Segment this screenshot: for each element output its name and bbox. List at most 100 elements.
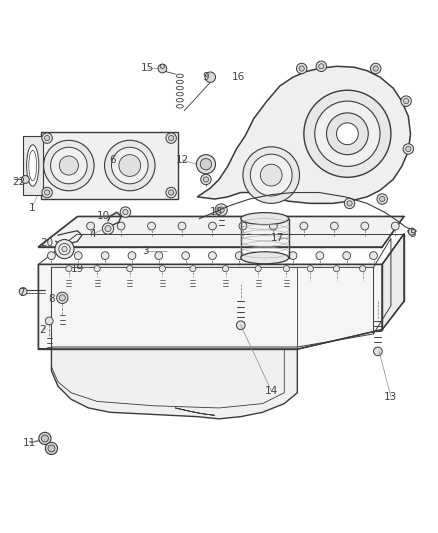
Circle shape (166, 133, 177, 143)
Circle shape (251, 154, 292, 196)
Circle shape (315, 101, 380, 166)
Circle shape (374, 347, 382, 356)
Circle shape (62, 246, 67, 252)
Circle shape (316, 61, 326, 71)
Circle shape (243, 147, 300, 204)
Circle shape (373, 66, 378, 71)
Circle shape (208, 252, 216, 260)
Circle shape (169, 135, 174, 141)
Text: 9: 9 (203, 72, 209, 82)
Circle shape (42, 435, 48, 442)
Circle shape (401, 96, 411, 107)
Circle shape (87, 222, 95, 230)
Circle shape (159, 265, 166, 272)
Text: 18: 18 (210, 207, 223, 217)
Circle shape (260, 164, 282, 186)
Circle shape (55, 239, 74, 259)
Circle shape (117, 222, 125, 230)
Circle shape (127, 265, 133, 272)
Circle shape (74, 252, 82, 260)
Circle shape (408, 228, 415, 235)
Circle shape (347, 201, 352, 206)
Circle shape (300, 222, 308, 230)
Text: 15: 15 (141, 63, 154, 74)
Ellipse shape (29, 150, 37, 181)
Circle shape (205, 72, 215, 83)
Text: 7: 7 (18, 288, 24, 297)
Circle shape (166, 187, 177, 198)
Text: 5: 5 (410, 229, 416, 239)
Circle shape (370, 252, 378, 260)
Circle shape (262, 252, 270, 260)
Circle shape (344, 198, 355, 208)
Circle shape (59, 244, 70, 255)
Circle shape (59, 295, 65, 301)
Text: 6: 6 (109, 155, 116, 165)
Circle shape (196, 155, 215, 174)
Circle shape (120, 207, 131, 217)
Circle shape (50, 147, 87, 184)
Circle shape (223, 265, 229, 272)
Circle shape (403, 144, 413, 154)
Circle shape (46, 442, 57, 455)
Circle shape (255, 265, 261, 272)
Text: 3: 3 (142, 246, 148, 256)
Circle shape (203, 177, 208, 182)
Text: 11: 11 (23, 438, 36, 448)
Circle shape (160, 64, 165, 68)
Circle shape (112, 147, 148, 184)
Circle shape (391, 222, 399, 230)
Circle shape (182, 252, 190, 260)
Circle shape (148, 222, 155, 230)
Circle shape (200, 158, 212, 170)
Circle shape (66, 265, 72, 272)
Circle shape (208, 222, 216, 230)
Text: 14: 14 (265, 385, 278, 395)
Ellipse shape (241, 252, 289, 264)
Circle shape (119, 155, 141, 176)
Circle shape (319, 63, 324, 69)
Circle shape (237, 321, 245, 329)
Circle shape (46, 317, 53, 325)
Circle shape (105, 225, 111, 232)
Circle shape (304, 90, 391, 177)
Circle shape (336, 123, 358, 144)
Circle shape (178, 222, 186, 230)
Circle shape (128, 252, 136, 260)
Circle shape (316, 252, 324, 260)
Circle shape (47, 252, 55, 260)
Polygon shape (197, 66, 410, 204)
Text: 16: 16 (232, 72, 245, 82)
Circle shape (215, 204, 227, 216)
Circle shape (42, 133, 52, 143)
Text: 20: 20 (41, 238, 53, 247)
Text: 12: 12 (175, 155, 189, 165)
Polygon shape (39, 216, 404, 247)
Circle shape (21, 175, 29, 183)
Circle shape (39, 432, 51, 445)
Circle shape (371, 63, 381, 74)
Polygon shape (39, 264, 382, 349)
Circle shape (361, 222, 369, 230)
Circle shape (45, 135, 49, 141)
Text: 8: 8 (48, 294, 55, 304)
Circle shape (201, 174, 211, 184)
Text: 13: 13 (384, 392, 398, 402)
Circle shape (269, 222, 277, 230)
Polygon shape (41, 132, 178, 199)
Text: 2: 2 (39, 325, 46, 335)
Circle shape (239, 222, 247, 230)
Circle shape (105, 140, 155, 191)
Text: 1: 1 (28, 203, 35, 213)
Circle shape (59, 156, 78, 175)
Circle shape (123, 209, 128, 215)
Circle shape (307, 265, 314, 272)
Circle shape (19, 288, 27, 295)
Circle shape (326, 113, 368, 155)
Circle shape (48, 445, 55, 452)
Circle shape (190, 265, 196, 272)
Text: 17: 17 (271, 233, 284, 243)
Circle shape (45, 190, 49, 195)
Circle shape (57, 292, 68, 303)
Text: 19: 19 (71, 264, 84, 273)
